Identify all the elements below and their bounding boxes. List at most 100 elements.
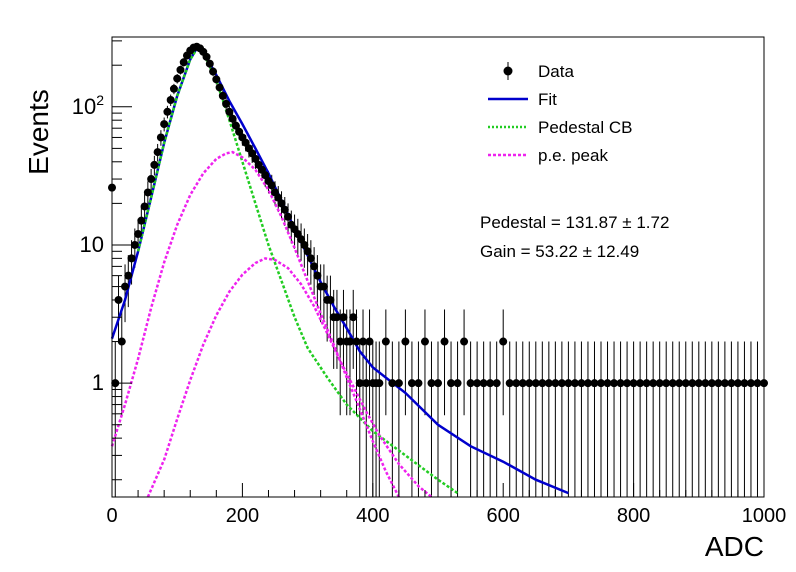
- data-point-113: [577, 379, 586, 388]
- x-tick-label-3: 600: [487, 505, 520, 527]
- data-point-95: [460, 337, 469, 346]
- data-point-82: [375, 379, 384, 388]
- data-point-110: [557, 379, 566, 388]
- data-point-119: [616, 379, 625, 388]
- data-point-73: [345, 337, 354, 346]
- data-point-124: [649, 379, 658, 388]
- error-bars: [109, 43, 767, 497]
- x-axis-label: ADC: [705, 531, 764, 562]
- data-point-117: [603, 379, 612, 388]
- data-points: [108, 42, 768, 388]
- data-point-70: [336, 337, 345, 346]
- y-tick-label-2: 102: [72, 92, 104, 119]
- data-point-136: [727, 379, 736, 388]
- data-point-16: [160, 120, 169, 129]
- data-point-52: [277, 199, 286, 208]
- fit-results: Pedestal = 131.87 ± 1.72 Gain = 53.22 ± …: [480, 213, 669, 261]
- data-point-7: [130, 240, 139, 249]
- data-point-5: [124, 271, 133, 280]
- x-tick-label-1: 200: [226, 505, 259, 527]
- curve-p-e-peak-1: [110, 150, 401, 498]
- data-point-35: [222, 99, 231, 108]
- data-point-125: [655, 379, 664, 388]
- y-tick-label-1: 10: [80, 232, 104, 257]
- data-point-98: [479, 379, 488, 388]
- data-point-9: [137, 216, 146, 225]
- data-point-115: [590, 379, 599, 388]
- data-point-106: [531, 379, 540, 388]
- data-point-108: [544, 379, 553, 388]
- data-point-134: [714, 379, 723, 388]
- data-point-54: [284, 212, 293, 221]
- data-point-65: [319, 282, 328, 291]
- pedestal-pm: ±: [618, 213, 637, 232]
- data-point-11: [143, 188, 152, 197]
- legend: Data Fit Pedestal CB p.e. peak: [488, 62, 633, 165]
- gain-result: Gain = 53.22 ± 12.49: [480, 242, 639, 261]
- data-point-94: [453, 379, 462, 388]
- data-point-90: [427, 379, 436, 388]
- data-point-96: [466, 379, 475, 388]
- data-point-85: [394, 379, 403, 388]
- curve-pedestal-cb: [136, 47, 459, 495]
- gain-value: 53.22: [535, 242, 578, 261]
- plot-frame: [111, 36, 765, 498]
- gain-error: 12.49: [597, 242, 640, 261]
- y-tick-label-0: 1: [92, 370, 104, 395]
- data-point-129: [681, 379, 690, 388]
- x-tick-label-5: 1000: [742, 505, 787, 527]
- gain-label: Gain: [480, 242, 516, 261]
- data-point-128: [675, 379, 684, 388]
- data-point-135: [720, 379, 729, 388]
- x-tick-label-4: 800: [617, 505, 650, 527]
- data-point-105: [525, 379, 534, 388]
- data-point-15: [156, 133, 165, 142]
- data-point-14: [153, 148, 162, 157]
- data-point-102: [505, 379, 514, 388]
- data-point-111: [564, 379, 573, 388]
- data-point-120: [623, 379, 632, 388]
- legend-label-data: Data: [538, 62, 574, 81]
- data-point-131: [694, 379, 703, 388]
- legend-label-pe-peak: p.e. peak: [538, 146, 608, 165]
- data-point-8: [134, 230, 143, 239]
- data-point-13: [150, 160, 159, 169]
- data-point-33: [215, 83, 224, 92]
- data-point-59: [300, 240, 309, 249]
- data-point-107: [538, 379, 547, 388]
- data-point-139: [746, 379, 755, 388]
- x-tick-label-0: 0: [106, 505, 117, 527]
- data-point-133: [707, 379, 716, 388]
- data-point-97: [473, 379, 482, 388]
- data-point-122: [636, 379, 645, 388]
- data-point-84: [388, 379, 397, 388]
- data-point-22: [179, 58, 188, 67]
- data-point-138: [740, 379, 749, 388]
- data-point-109: [551, 379, 560, 388]
- data-point-32: [212, 75, 221, 84]
- data-point-76: [355, 379, 364, 388]
- pedestal-result: Pedestal = 131.87 ± 1.72: [480, 213, 669, 232]
- data-point-118: [610, 379, 619, 388]
- data-point-6: [127, 254, 136, 263]
- data-point-89: [420, 337, 429, 346]
- y-axis-ticks: 1 10 102: [72, 40, 132, 481]
- pedestal-label: Pedestal: [480, 213, 546, 232]
- data-point-19: [169, 84, 178, 93]
- data-point-137: [733, 379, 742, 388]
- data-point-126: [662, 379, 671, 388]
- data-point-121: [629, 379, 638, 388]
- data-point-61: [306, 254, 315, 263]
- data-point-20: [173, 74, 182, 83]
- data-point-37: [228, 114, 237, 123]
- data-point-123: [642, 379, 651, 388]
- x-tick-label-2: 400: [356, 505, 389, 527]
- y-axis-label: Events: [23, 89, 54, 175]
- data-point-47: [261, 171, 270, 180]
- gain-pm: ±: [578, 242, 597, 261]
- data-point-60: [303, 247, 312, 256]
- data-point-91: [434, 379, 442, 388]
- data-point-103: [512, 379, 521, 388]
- legend-label-pedestal: Pedestal CB: [538, 118, 633, 137]
